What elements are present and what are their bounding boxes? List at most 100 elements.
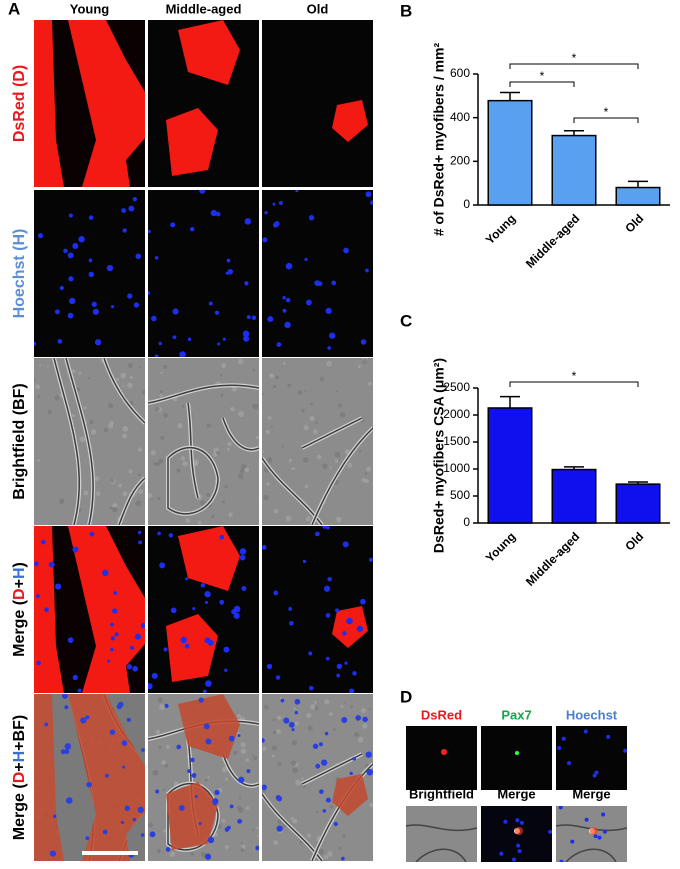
texture [227,441,232,447]
error-bar [628,481,648,485]
nucleus [233,612,240,619]
column-header: Middle-aged [166,1,242,16]
cell-background [406,806,477,862]
nucleus [346,617,353,625]
texture [291,740,298,746]
dsred-signal [515,827,523,835]
nucleus [48,561,55,568]
texture [266,482,270,486]
nucleus [137,806,144,813]
nucleus [623,748,627,753]
texture [335,516,342,523]
nucleus [41,539,46,545]
texture [304,389,307,392]
nucleus [570,839,575,844]
bar [487,99,533,206]
texture [161,760,167,765]
texture [362,723,368,729]
membrane [65,358,94,525]
texture [109,478,115,483]
significance-label: * [572,369,577,383]
texture [307,725,313,731]
texture [128,469,133,474]
texture [159,393,163,397]
nucleus [67,252,74,259]
row-label-part: D [11,772,28,784]
membrane [103,358,145,424]
nucleus [222,337,226,341]
texture [292,767,299,774]
image-cell [262,694,373,861]
nucleus [341,856,345,861]
nucleus [237,733,241,737]
nucleus [321,759,328,766]
nucleus [128,205,135,212]
nucleus [515,818,520,823]
texture [270,425,274,428]
texture [334,459,339,463]
texture [185,518,191,523]
texture [89,420,94,425]
nucleus [227,268,234,275]
nucleus [557,745,562,750]
texture [329,804,334,809]
nucleus [323,585,331,592]
background-region [106,526,145,598]
texture [328,712,333,717]
significance-label: * [540,69,545,83]
texture [238,807,244,813]
nucleus [304,257,308,262]
row-label-part: D [11,588,28,600]
nucleus [242,330,250,338]
texture [122,426,129,432]
nucleus [132,665,139,672]
texture [135,500,142,507]
cell-background [148,190,259,357]
nucleus [179,351,186,357]
bar [615,483,661,524]
texture [338,846,343,850]
nucleus [343,247,349,254]
nucleus [360,598,366,605]
nucleus [154,354,159,357]
texture [224,485,228,489]
texture [153,462,158,466]
nucleus [255,845,259,851]
nucleus [365,751,372,758]
dsred-signal [590,827,598,835]
texture [240,848,245,852]
nucleus [284,321,291,329]
texture [34,378,36,382]
texture [37,458,41,462]
background-region [52,694,96,861]
texture [251,753,254,756]
nucleus [244,281,249,286]
nucleus [55,583,62,590]
texture [59,498,65,504]
nucleus [135,253,142,260]
texture [221,766,228,773]
membrane [167,447,219,515]
column-header: Old [307,1,329,16]
texture [159,704,166,710]
texture [265,429,270,435]
nucleus [342,541,349,548]
nucleus [243,335,250,342]
image-cell [481,726,552,790]
texture [368,707,371,711]
nucleus [126,717,131,722]
nucleus [114,632,119,637]
texture [152,769,159,776]
nucleus [109,729,116,735]
nucleus [262,544,267,550]
nucleus [341,717,348,723]
nucleus [37,233,44,239]
y-tick-label: 0 [463,197,470,211]
nucleus [352,756,357,761]
nucleus [121,208,127,213]
cell-background [262,190,373,357]
nucleus [349,771,353,776]
texture [252,828,255,832]
nucleus [133,302,140,308]
